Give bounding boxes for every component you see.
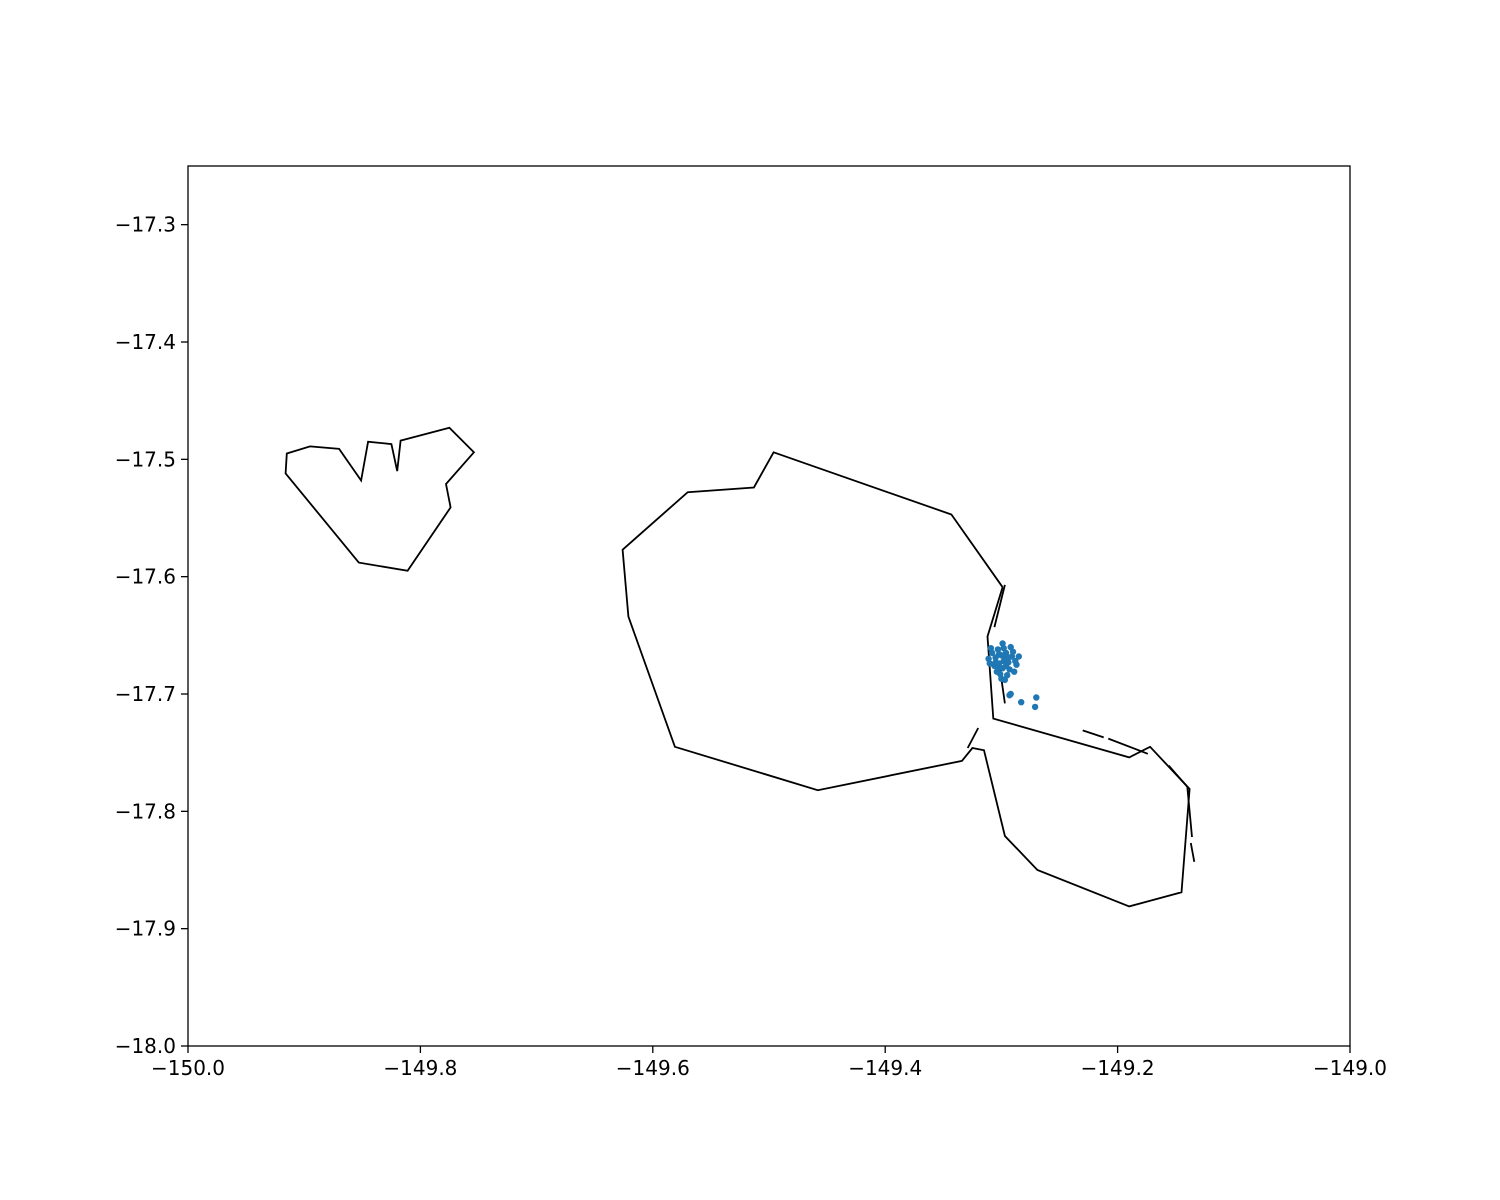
scatter-point xyxy=(1018,699,1025,706)
plot-frame xyxy=(187,165,1351,1047)
y-tick-label: −17.9 xyxy=(115,917,176,941)
y-tick-label: −17.3 xyxy=(115,213,176,237)
coastline-reef-segment-3 xyxy=(1082,729,1104,739)
scatter-point xyxy=(992,659,999,666)
x-tick-label: −149.4 xyxy=(848,1056,922,1080)
scatter-point xyxy=(999,640,1006,647)
scatter-point xyxy=(1031,703,1039,711)
x-tick-label: −149.8 xyxy=(383,1056,457,1080)
coastline-isthmus-fragment xyxy=(966,727,979,749)
x-tick-label: −150.0 xyxy=(151,1056,225,1080)
coastline-reef-segment-4 xyxy=(1107,737,1149,755)
coastline-reef-segment-5 xyxy=(1168,765,1193,838)
scatter-point xyxy=(1005,654,1012,661)
x-tick-label: −149.2 xyxy=(1081,1056,1155,1080)
coastline-reef-segment-1 xyxy=(993,584,1006,628)
scatter-point xyxy=(1006,692,1013,699)
y-axis: −17.3 −17.4 −17.5 −17.6 −17.7 −17.8 −17.9 −18.0 xyxy=(115,213,188,1058)
x-axis: −150.0 −149.8 −149.6 −149.4 −149.2 −149.0 xyxy=(151,1046,1387,1080)
coastline-moorea xyxy=(284,426,476,572)
scatter-point xyxy=(994,665,1002,672)
scatter-point xyxy=(1011,668,1018,675)
y-tick-label: −17.5 xyxy=(115,447,176,471)
y-tick-label: −17.4 xyxy=(115,330,176,354)
y-tick-label: −17.6 xyxy=(115,565,176,589)
scatter-point xyxy=(995,650,1003,658)
coastline-reef-segment-6 xyxy=(1189,842,1196,862)
scatter-point xyxy=(987,645,995,652)
x-tick-label: −149.0 xyxy=(1313,1056,1387,1080)
y-tick-label: −17.7 xyxy=(115,682,176,706)
scatter-point xyxy=(986,660,993,667)
scatter-point xyxy=(1000,657,1007,665)
coastline-layer xyxy=(284,426,1196,908)
scatter-point xyxy=(1001,676,1009,684)
scatter-point xyxy=(1033,694,1040,701)
scatter-point xyxy=(1013,661,1020,668)
y-tick-label: −17.8 xyxy=(115,799,176,823)
x-tick-label: −149.6 xyxy=(616,1056,690,1080)
scatter-point xyxy=(1007,643,1014,651)
scatter-point xyxy=(1015,653,1022,660)
scatter-layer xyxy=(985,640,1040,711)
coastline-tahiti-nui xyxy=(621,451,1191,908)
y-tick-label: −18.0 xyxy=(115,1034,176,1058)
